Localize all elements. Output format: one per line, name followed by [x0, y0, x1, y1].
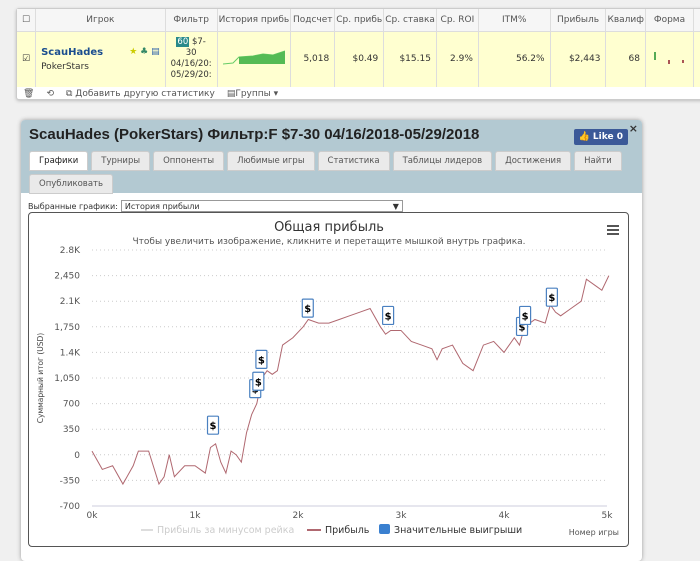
- col-avg-stake[interactable]: Ср. ставка: [383, 9, 437, 32]
- star-icon: ★: [129, 46, 138, 57]
- profit-value: $2,443: [550, 31, 607, 87]
- y-tick-label: 350: [63, 425, 80, 435]
- avg-stake-value: $15.15: [383, 31, 437, 87]
- tab-6[interactable]: Достижения: [495, 151, 572, 171]
- y-tick-label: 700: [63, 400, 80, 410]
- tab-4[interactable]: Статистика: [317, 151, 390, 171]
- big-win-flag-label: $: [548, 293, 555, 304]
- filter-cell[interactable]: 60 $7- 30 04/16/20: 05/29/20:: [165, 31, 218, 87]
- history-sparkline: [217, 31, 292, 87]
- chart-select[interactable]: История прибыли ▼: [120, 200, 403, 212]
- big-win-flag[interactable]: [301, 298, 314, 318]
- export-icon[interactable]: ▤: [151, 46, 160, 57]
- table-row[interactable]: ☑ ScauHades ★ ♣ ▤ PokerStars 60 $7- 30 04/…: [17, 31, 700, 87]
- y-tick-label: -350: [60, 476, 81, 486]
- big-win-flag-label: $: [304, 304, 311, 315]
- legend-profit: Прибыль: [325, 525, 370, 536]
- col-player[interactable]: Игрок: [35, 9, 166, 32]
- avg-profit-value: $0.49: [334, 31, 385, 87]
- big-win-flag[interactable]: [545, 287, 558, 307]
- big-win-flag-label: $: [255, 377, 262, 388]
- x-tick-label: 4k: [499, 511, 511, 521]
- y-tick-label: 2.1K: [60, 297, 81, 307]
- groups-dropdown[interactable]: ▤Группы ▾: [226, 89, 279, 99]
- big-win-flag[interactable]: [252, 371, 265, 391]
- count-value: 5,018: [290, 31, 336, 87]
- big-win-flag[interactable]: [382, 305, 395, 326]
- y-tick-label: 0: [74, 451, 80, 461]
- y-tick-label: -700: [60, 502, 81, 512]
- x-tick-label: 2k: [293, 511, 305, 521]
- col-filter[interactable]: Фильтр: [165, 9, 218, 32]
- chart-title: Общая прибыль: [274, 220, 384, 235]
- tab-8[interactable]: Опубликовать: [29, 174, 113, 194]
- avg-roi-value: 2.9%: [436, 31, 479, 87]
- thumbs-up-icon: 👍: [578, 132, 590, 142]
- dialog-title: ScauHades (PokerStars) Фильтр:F $7-30 04…: [29, 126, 480, 143]
- row-checkbox[interactable]: ☑: [17, 31, 37, 87]
- y-tick-label: 2.8K: [60, 246, 81, 256]
- network-name: PokerStars: [41, 61, 89, 72]
- x-tick-label: 5k: [602, 511, 614, 521]
- legend-bigwin-swatch: [379, 524, 390, 534]
- col-avg-profit[interactable]: Ср. прибь: [334, 9, 385, 32]
- col-count[interactable]: Подсчет: [290, 9, 336, 32]
- add-stat-button[interactable]: ⧉ Добавить другую статистику: [65, 89, 215, 99]
- big-win-flag-label: $: [522, 311, 529, 322]
- chart-subtitle: Чтобы увеличить изображение, кликните и …: [132, 237, 525, 247]
- player-table: ☐ Игрок Фильтр История прибь Подсчет Ср.…: [16, 8, 700, 100]
- big-win-flag-label: $: [385, 311, 392, 322]
- profit-line: [91, 275, 610, 486]
- close-button[interactable]: ×: [628, 122, 638, 135]
- legend-net-rake: Прибыль за минусом рейка: [157, 525, 294, 536]
- col-qual[interactable]: Квалиф: [605, 9, 646, 32]
- tab-7[interactable]: Найти: [574, 151, 622, 171]
- big-win-flag-label: $: [258, 355, 265, 366]
- refresh-icon[interactable]: ⟲: [46, 89, 54, 99]
- col-itm[interactable]: ITM%: [478, 9, 551, 32]
- like-button[interactable]: 👍 Like 0: [573, 129, 628, 145]
- select-all-checkbox[interactable]: ☐: [17, 9, 37, 32]
- form-sparkline: [645, 31, 695, 87]
- y-tick-label: 1,050: [54, 374, 80, 384]
- y-axis-label: Суммарный итог (USD): [36, 333, 45, 424]
- tab-0[interactable]: Графики: [29, 151, 89, 171]
- y-tick-label: 1,750: [54, 323, 80, 333]
- x-axis-label: Номер игры: [569, 528, 619, 537]
- menu-icon[interactable]: [607, 225, 619, 235]
- col-history[interactable]: История прибь: [217, 9, 292, 32]
- big-win-flag[interactable]: [206, 415, 220, 435]
- tab-5[interactable]: Таблицы лидеров: [392, 151, 493, 171]
- y-tick-label: 1.4K: [60, 348, 81, 358]
- big-win-flag-label: $: [210, 421, 217, 432]
- col-profit[interactable]: Прибыль: [550, 9, 607, 32]
- x-tick-label: 1k: [190, 511, 202, 521]
- tab-3[interactable]: Любимые игры: [227, 151, 315, 171]
- big-win-flag-label: $: [519, 322, 526, 333]
- dropdown-arrow-icon: ▼: [392, 201, 399, 211]
- filter-badge: 60: [176, 37, 190, 48]
- itm-value: 56.2%: [478, 31, 551, 87]
- tree-icon[interactable]: ♣: [140, 46, 149, 57]
- qual-value: 68: [605, 31, 646, 87]
- x-tick-label: 0k: [87, 511, 99, 521]
- big-win-flag[interactable]: [255, 349, 268, 369]
- tab-2[interactable]: Оппоненты: [153, 151, 225, 171]
- big-win-flag[interactable]: [519, 305, 532, 326]
- player-name[interactable]: ScauHades: [41, 46, 104, 58]
- player-dialog: ScauHades (PokerStars) Фильтр:F $7-30 04…: [21, 120, 642, 561]
- col-avg-roi[interactable]: Ср. ROI: [436, 9, 479, 32]
- select-label: Выбранные графики:: [28, 201, 118, 211]
- col-form[interactable]: Форма: [645, 9, 695, 32]
- profit-chart[interactable]: Общая прибыль Чтобы увеличить изображение…: [28, 212, 629, 547]
- x-tick-label: 3k: [396, 511, 408, 521]
- tab-1[interactable]: Турниры: [91, 151, 151, 171]
- legend-big-wins: Значительные выигрыши: [394, 525, 522, 536]
- trash-icon[interactable]: 🗑: [23, 89, 35, 99]
- y-tick-label: 2,450: [54, 272, 80, 282]
